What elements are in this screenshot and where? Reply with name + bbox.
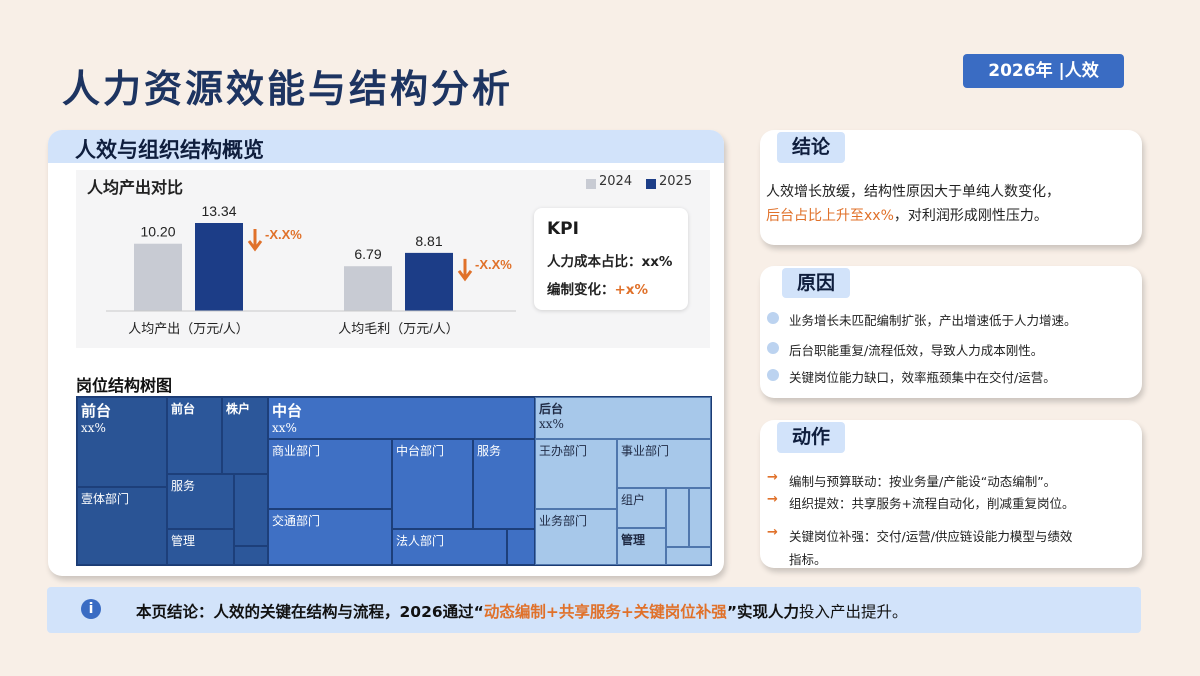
arrow-right-icon: → xyxy=(767,492,778,507)
category-label: 人均产出（万元/人） xyxy=(128,321,249,336)
page-title: 人力资源效能与结构分析 xyxy=(62,67,514,111)
legend-swatch-2024 xyxy=(586,179,596,189)
kpi-title: KPI xyxy=(547,219,579,239)
treemap-front-sub4: 服务 xyxy=(167,474,234,529)
summary-part1: 本页结论：人效的关键在结构与流程，2026通过“ xyxy=(136,603,484,621)
treemap-back-sub2: 事业部门 xyxy=(617,439,711,488)
summary-part3: 投入产出提升。 xyxy=(799,603,908,621)
legend-label-2024: 2024 xyxy=(599,174,633,189)
treemap-back-sub8 xyxy=(666,547,711,565)
treemap-front: 前台 xx% xyxy=(77,397,167,487)
treemap-mid-sub3: 服务 xyxy=(473,439,535,529)
chart-title: 人均产出对比 xyxy=(87,178,184,197)
treemap-front-sub7 xyxy=(234,546,268,565)
action-item-3: 关键岗位补强：交付/运营/供应链设能力模型与绩效 xyxy=(789,529,1073,544)
action-item-2: 组织提效：共享服务+流程自动化，削减重复岗位。 xyxy=(789,496,1075,511)
kpi-cost-ratio: 人力成本占比：xx% xyxy=(547,250,672,270)
treemap-front-sub2: 株户 xyxy=(222,397,268,474)
kpi-headcount-value: +x% xyxy=(614,282,649,298)
data-label: 6.79 xyxy=(354,246,381,262)
treemap-middle-value: xx% xyxy=(272,421,297,435)
treemap-back: 后台 xx% xyxy=(535,397,711,439)
legend-label-2025: 2025 xyxy=(659,174,693,189)
treemap-title: 岗位结构树图 xyxy=(76,376,173,395)
arrow-right-icon: → xyxy=(767,525,778,540)
treemap-front-sub3: 壹体部门 xyxy=(77,487,167,565)
summary-part2: ”实现人力 xyxy=(726,603,799,621)
reason-item-3: 关键岗位能力缺口，效率瓶颈集中在交付/运营。 xyxy=(789,370,1056,385)
bar-2025-1 xyxy=(405,252,453,311)
panel-title: 人效与组织结构概览 xyxy=(75,138,264,162)
treemap-back-sub1: 王办部门 xyxy=(535,439,617,509)
treemap-back-sub3: 组户 xyxy=(617,488,666,528)
position-treemap: 前台 xx% 壹体部门 前台 株户 服务 管理 中台 xx% 商业部门 中台部门… xyxy=(76,396,712,566)
bar-2025-0 xyxy=(195,223,243,311)
actions-tag: 动作 xyxy=(777,422,845,453)
bullet-icon xyxy=(767,369,779,381)
summary-bar: i 本页结论：人效的关键在结构与流程，2026通过“动态编制+共享服务+关键岗位… xyxy=(47,587,1141,633)
down-arrow-icon xyxy=(247,229,263,252)
info-icon: i xyxy=(81,599,101,619)
conclusion-line2: ，对利润形成刚性压力。 xyxy=(893,208,1048,224)
bar-2024-1 xyxy=(344,266,392,311)
reason-item-2: 后台职能重复/流程低效，导致人力成本刚性。 xyxy=(789,343,1044,358)
treemap-back-sub4: 业务部门 xyxy=(535,509,617,565)
arrow-right-icon: → xyxy=(767,470,778,485)
treemap-back-value: xx% xyxy=(539,417,564,431)
treemap-back-sub5: 管理 xyxy=(617,528,666,565)
treemap-front-sub1: 前台 xyxy=(167,397,222,474)
reason-item-1: 业务增长未匹配编制扩张，产出增速低于人力增速。 xyxy=(789,313,1077,328)
panel-header xyxy=(48,130,724,163)
change-annotation: -X.X% xyxy=(475,257,512,272)
bullet-icon xyxy=(767,342,779,354)
treemap-mid-sub6 xyxy=(507,529,535,565)
treemap-front-label: 前台 xyxy=(81,402,112,420)
treemap-middle: 中台 xx% xyxy=(268,397,535,439)
treemap-mid-sub4: 交通部门 xyxy=(268,509,392,565)
overview-panel: 人效与组织结构概览 10.20 13.34 -X.X% 人均产出（万元/人） 6.79 8… xyxy=(48,130,724,576)
kpi-box: KPI 人力成本占比：xx% 编制变化：+x% xyxy=(534,208,688,310)
reasons-tag: 原因 xyxy=(782,268,850,298)
bullet-icon xyxy=(767,312,779,324)
kpi-cost-label: 人力成本占比： xyxy=(547,254,642,270)
reasons-card: 原因 业务增长未匹配编制扩张，产出增速低于人力增速。 后台职能重复/流程低效，导… xyxy=(760,266,1142,398)
conclusion-highlight: 后台占比上升至xx% xyxy=(766,208,894,224)
conclusion-tag: 结论 xyxy=(777,132,845,163)
treemap-front-sub5: 管理 xyxy=(167,529,234,565)
data-label: 13.34 xyxy=(201,203,236,219)
conclusion-line1: 人效增长放缓，结构性原因大于单纯人数变化， xyxy=(766,184,1060,200)
action-item-1: 编制与预算联动：按业务量/产能设“动态编制”。 xyxy=(789,474,1057,489)
bar-2024-0 xyxy=(134,243,182,311)
kpi-headcount-label: 编制变化： xyxy=(547,282,615,298)
bar-chart-svg: 10.20 13.34 -X.X% 人均产出（万元/人） 6.79 8.81 -X.X% 人均… xyxy=(106,203,516,336)
summary-highlight: 动态编制+共享服务+关键岗位补强 xyxy=(483,603,727,621)
data-label: 8.81 xyxy=(415,233,442,249)
treemap-front-value: xx% xyxy=(81,421,106,435)
treemap-back-label: 后台 xyxy=(539,402,564,416)
down-arrow-icon xyxy=(457,258,473,282)
treemap-middle-label: 中台 xyxy=(272,402,303,420)
year-badge: 2026年 |人效 xyxy=(963,54,1124,88)
bar-chart: 10.20 13.34 -X.X% 人均产出（万元/人） 6.79 8.81 -X.X% 人均… xyxy=(76,170,710,348)
summary-text: 本页结论：人效的关键在结构与流程，2026通过“动态编制+共享服务+关键岗位补强… xyxy=(136,600,908,622)
change-annotation: -X.X% xyxy=(265,227,302,242)
kpi-cost-value: xx% xyxy=(641,254,673,270)
treemap-back-sub7 xyxy=(689,488,711,547)
legend-swatch-2025 xyxy=(646,179,656,189)
treemap-mid-sub5: 法人部门 xyxy=(392,529,507,565)
treemap-front-sub6 xyxy=(234,474,268,546)
action-item-3-cont: 指标。 xyxy=(789,552,827,567)
kpi-headcount-change: 编制变化：+x% xyxy=(547,278,648,298)
treemap-mid-sub2: 中台部门 xyxy=(392,439,473,529)
conclusion-text: 人效增长放缓，结构性原因大于单纯人数变化， 后台占比上升至xx%，对利润形成刚性… xyxy=(766,180,1138,228)
treemap-mid-sub1: 商业部门 xyxy=(268,439,392,509)
conclusion-card: 结论 人效增长放缓，结构性原因大于单纯人数变化， 后台占比上升至xx%，对利润形… xyxy=(760,130,1142,245)
treemap-back-sub6 xyxy=(666,488,689,547)
category-label: 人均毛利（万元/人） xyxy=(338,321,459,336)
data-label: 10.20 xyxy=(140,224,175,240)
actions-card: 动作 → 编制与预算联动：按业务量/产能设“动态编制”。 → 组织提效：共享服务… xyxy=(760,420,1142,568)
